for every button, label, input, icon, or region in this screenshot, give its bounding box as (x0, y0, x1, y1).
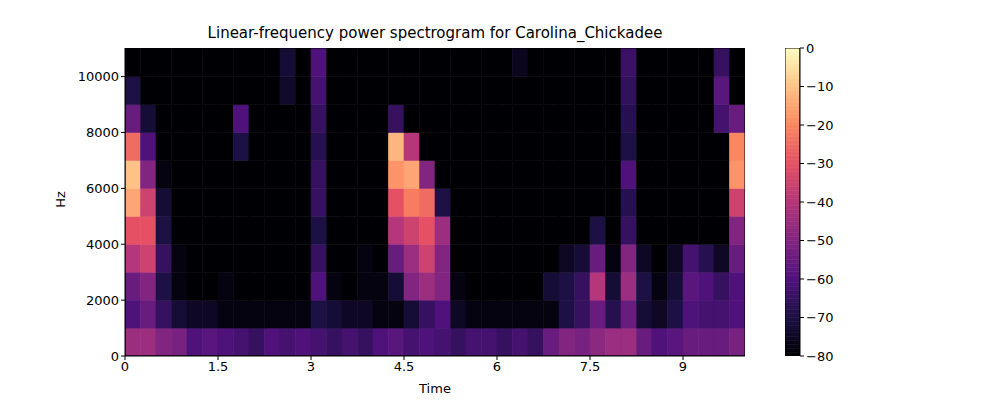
svg-text:−80: −80 (806, 349, 833, 364)
svg-text:3: 3 (307, 359, 315, 374)
svg-text:6: 6 (493, 359, 501, 374)
svg-text:−50: −50 (806, 233, 833, 248)
html-text:Linear-frequency power spectro: Linear-frequency power spectrogram for C… (207, 24, 663, 42)
svg-text:−10: −10 (806, 79, 833, 94)
svg-text:7.5: 7.5 (580, 359, 601, 374)
svg-text:4.5: 4.5 (394, 359, 415, 374)
svg-text:0: 0 (111, 349, 119, 364)
svg-text:0: 0 (806, 41, 814, 56)
svg-text:8000: 8000 (86, 125, 119, 140)
svg-text:4000: 4000 (86, 237, 119, 252)
svg-text:2000: 2000 (86, 293, 119, 308)
svg-text:−40: −40 (806, 195, 833, 210)
html-text:Time: Time (419, 381, 451, 396)
svg-text:−20: −20 (806, 118, 833, 133)
svg-text:−30: −30 (806, 156, 833, 171)
svg-text:−70: −70 (806, 310, 833, 325)
svg-text:0: 0 (121, 359, 129, 374)
svg-text:10000: 10000 (78, 69, 119, 84)
svg-text:9: 9 (679, 359, 687, 374)
svg-text:6000: 6000 (86, 181, 119, 196)
svg-text:−60: −60 (806, 272, 833, 287)
html-text:Hz: Hz (52, 191, 68, 208)
svg-text:1.5: 1.5 (208, 359, 229, 374)
